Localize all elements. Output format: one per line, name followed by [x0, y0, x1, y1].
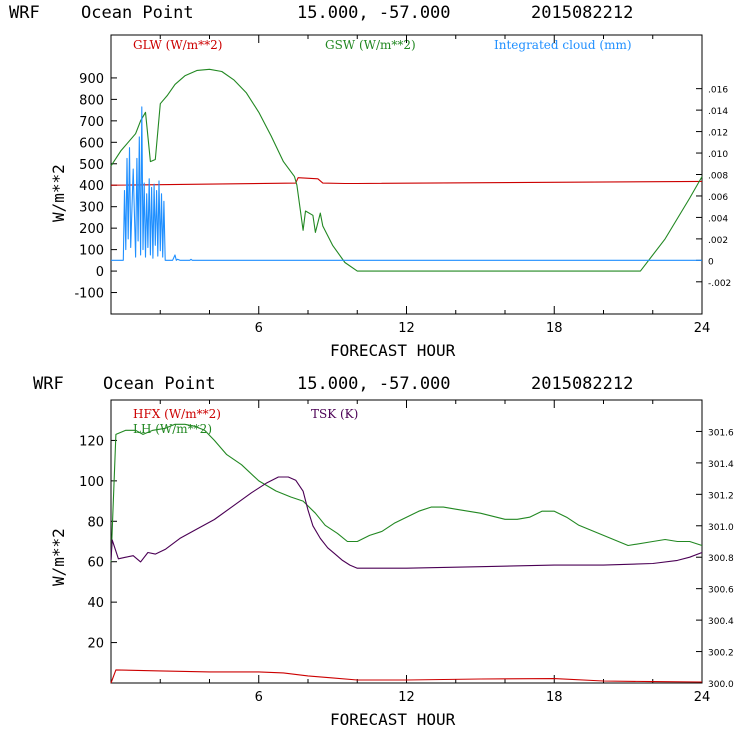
header-coords: 15.000, -57.000	[297, 3, 451, 23]
y2-axis-ticks: 301.6 301.4 301.2 301.0 300.8 300.6 300.4 300.2…	[696, 428, 734, 690]
plot-frame	[110, 34, 703, 315]
x-tick-label: 18	[546, 321, 563, 336]
y2-tick-label: .002	[708, 236, 728, 246]
y-tick-label: 80	[87, 515, 104, 530]
y-tick-label: 20	[87, 637, 104, 652]
header-model: WRF	[9, 3, 40, 23]
y-tick-label: 100	[79, 475, 104, 490]
legend-cloud: Integrated cloud (mm)	[494, 38, 632, 52]
series-line-lh	[110, 423, 703, 562]
legend-tsk: TSK (K)	[311, 407, 358, 421]
y2-tick-label: .008	[708, 172, 728, 182]
y-tick-label: 0	[96, 265, 104, 280]
header-init: 2015082212	[531, 3, 633, 23]
header-model: WRF	[33, 374, 64, 394]
legend-glw: GLW (W/m**2)	[133, 38, 222, 52]
y-tick-label: 600	[79, 136, 104, 151]
plot-frame	[110, 399, 703, 684]
series-line-glw	[110, 177, 703, 186]
x-axis-ticks: 6 12 18 24	[159, 35, 711, 336]
x-tick-label: 12	[398, 321, 415, 336]
y2-tick-label: .012	[708, 129, 728, 139]
y-tick-label: 700	[79, 115, 104, 130]
y2-tick-label: 300.8	[708, 554, 734, 564]
series-line-hfx	[110, 669, 703, 684]
y-tick-label: 800	[79, 93, 104, 108]
x-tick-label: 24	[694, 690, 711, 705]
series-line-integrated	[111, 106, 702, 261]
y2-axis-ticks: .016 .014 .012 .010 .008 .006 .004 .002 0 -.002	[696, 86, 731, 289]
y-axis-ticks: 900 800 700 600 500 400 300 200 100 0 -100	[74, 72, 117, 302]
y-tick-label: 40	[87, 596, 104, 611]
y2-tick-label: 300.6	[708, 586, 734, 596]
y-tick-label: -100	[74, 287, 104, 302]
panel-2: WRF Ocean Point 15.000, -57.000 20150822…	[33, 374, 734, 729]
header-location: Ocean Point	[81, 3, 194, 23]
y-axis-label: W/m**2	[49, 528, 68, 586]
y-tick-label: 900	[79, 72, 104, 87]
header-init: 2015082212	[531, 374, 633, 394]
header-coords: 15.000, -57.000	[297, 374, 451, 394]
x-tick-label: 6	[255, 690, 263, 705]
series-line-gsw	[110, 68, 703, 272]
x-tick-label: 12	[398, 690, 415, 705]
header-location: Ocean Point	[103, 374, 216, 394]
y2-tick-label: 301.2	[708, 491, 734, 501]
y-tick-label: 120	[79, 434, 104, 449]
x-tick-label: 24	[694, 321, 711, 336]
x-tick-label: 6	[255, 321, 263, 336]
y-tick-label: 300	[79, 201, 104, 216]
y-tick-label: 100	[79, 244, 104, 259]
legend-hfx: HFX (W/m**2)	[133, 407, 221, 421]
x-axis-ticks: 6 12 18 24	[159, 400, 711, 705]
y2-tick-label: .014	[708, 107, 728, 117]
y2-tick-label: 300.0	[708, 680, 734, 690]
y-tick-label: 200	[79, 222, 104, 237]
y2-tick-label: .004	[708, 214, 728, 224]
y2-tick-label: -.002	[708, 279, 731, 289]
y-axis-ticks: 120 100 80 60 40 20	[79, 434, 117, 652]
y2-tick-label: .010	[708, 150, 728, 160]
y2-tick-label: 300.4	[708, 617, 734, 627]
y-tick-label: 60	[87, 556, 104, 571]
series-group	[110, 423, 703, 684]
y2-tick-label: .016	[708, 86, 728, 96]
y2-tick-label: 301.0	[708, 523, 734, 533]
y2-tick-label: 301.4	[708, 460, 734, 470]
legend-gsw: GSW (W/m**2)	[325, 38, 416, 52]
y-tick-label: 500	[79, 158, 104, 173]
y2-tick-label: 301.6	[708, 428, 734, 438]
x-axis-label: FORECAST HOUR	[330, 710, 456, 729]
y-tick-label: 400	[79, 179, 104, 194]
y2-tick-label: 0	[708, 257, 714, 267]
series-line-tsk	[110, 476, 703, 569]
y-axis-label: W/m**2	[49, 164, 68, 222]
y2-tick-label: 300.2	[708, 649, 734, 659]
y2-tick-label: .006	[708, 193, 728, 203]
x-tick-label: 18	[546, 690, 563, 705]
panel-1: WRF Ocean Point 15.000, -57.000 20150822…	[9, 3, 731, 360]
series-group	[110, 68, 703, 272]
x-axis-label: FORECAST HOUR	[330, 341, 456, 360]
